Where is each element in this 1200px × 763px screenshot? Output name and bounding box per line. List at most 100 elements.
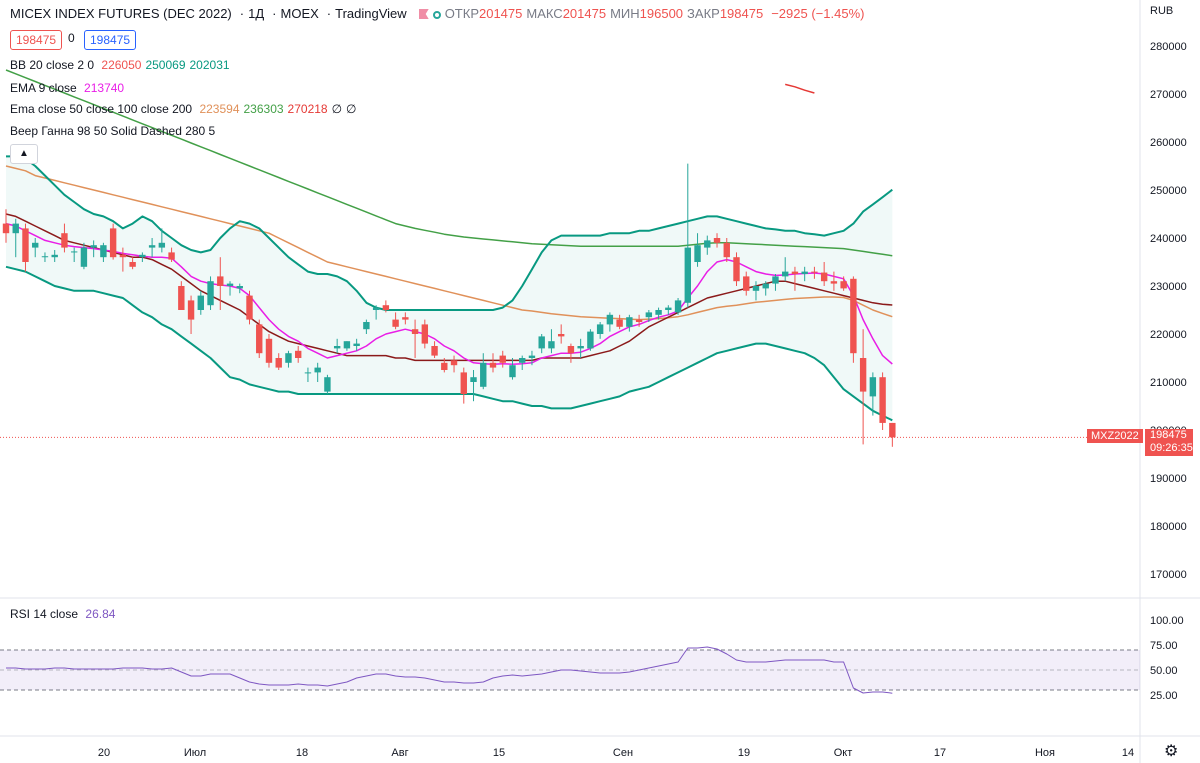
candle-body (645, 312, 653, 318)
indicator-lines (5, 69, 893, 694)
candle-body (616, 319, 623, 327)
bb-label[interactable]: BB 20 close 2 0 (10, 58, 95, 72)
ema9-value: 213740 (84, 81, 125, 95)
price-tick-label: 240000 (1150, 233, 1187, 245)
current-price-tag: 198475 09:26:35 (1145, 429, 1193, 456)
candle-body (791, 271, 799, 274)
candle-body (587, 331, 594, 349)
symbol-price-tag: MXZ2022 (1087, 429, 1143, 443)
rsi-legend[interactable]: RSI 14 close 26.84 (10, 606, 119, 622)
ema-empty-value-2: ∅ (346, 102, 357, 116)
interval[interactable]: 1Д (248, 6, 265, 21)
bb-basis-value: 226050 (101, 58, 142, 72)
candle-body (275, 358, 282, 368)
rsi-tick-label: 50.00 (1150, 665, 1178, 677)
rsi-axis[interactable]: 100.00 75.00 50.00 25.00 (1150, 615, 1184, 702)
ema-multi-label[interactable]: Ema close 50 close 100 close 200 (10, 102, 193, 116)
bollinger-band-fill (6, 156, 893, 421)
candle-body (217, 276, 224, 286)
bb-legend[interactable]: BB 20 close 2 0 226050 250069 202031 (10, 57, 234, 73)
candle-body (197, 295, 204, 310)
bid-button[interactable]: 198475 (10, 30, 63, 50)
candle-body (752, 286, 760, 291)
current-price-value: 198475 (1150, 429, 1187, 441)
rsi-tick-label: 100.00 (1150, 615, 1184, 627)
candle-body (538, 336, 545, 349)
gann-label[interactable]: Веер Ганна 98 50 Solid Dashed 280 5 (10, 124, 216, 138)
bb-upper-line (6, 155, 893, 311)
candle-body (148, 245, 156, 248)
candle-body (557, 334, 565, 337)
candle-body (90, 245, 97, 248)
ema9-line (5, 222, 893, 365)
candle-body (772, 276, 779, 284)
ema50-line (5, 165, 893, 321)
time-tick-label: 14 (1122, 747, 1134, 759)
high-label: МАКС (526, 6, 563, 21)
low-label: МИН (610, 6, 640, 21)
candle-body (32, 242, 39, 248)
symbol-name[interactable]: MICEX INDEX FUTURES (DEC 2022) (10, 6, 232, 21)
ema-multi-legend[interactable]: Ema close 50 close 100 close 200 223594 2… (10, 101, 361, 117)
candle-body (382, 305, 390, 310)
candle-body (246, 295, 253, 320)
candle-body (674, 300, 682, 313)
candle-body (840, 281, 847, 289)
price-tick-label: 220000 (1150, 329, 1187, 341)
candle-body (158, 242, 166, 248)
ask-button[interactable]: 198475 (84, 30, 137, 50)
bb-lower-value: 202031 (189, 58, 230, 72)
time-tick-label: Окт (834, 747, 853, 759)
candle-body (41, 256, 49, 258)
rsi-label[interactable]: RSI 14 close (10, 607, 79, 621)
candle-body (207, 281, 214, 306)
candle-body (450, 360, 458, 366)
candle-body (733, 257, 740, 282)
candle-body (567, 346, 575, 354)
price-tick-label: 270000 (1150, 89, 1187, 101)
bar-countdown: 09:26:35 (1150, 442, 1193, 454)
candle-body (489, 362, 497, 368)
change-value: −2925 (−1.45%) (771, 6, 865, 21)
ema100-value: 236303 (243, 102, 284, 116)
close-value: 198475 (719, 6, 764, 21)
candle-body (859, 358, 867, 392)
time-tick-label: Авг (391, 747, 408, 759)
open-value: 201475 (478, 6, 523, 21)
collapse-legend-button[interactable]: ▲ (10, 144, 38, 164)
price-tick-label: 210000 (1150, 377, 1187, 389)
time-tick-label: Июл (184, 747, 206, 759)
time-tick-label: 20 (98, 747, 110, 759)
ema200-line (785, 83, 815, 94)
candle-body (236, 286, 243, 289)
candle-body (626, 317, 633, 327)
candle-body (139, 254, 146, 258)
price-axis[interactable]: 280000 270000 260000 250000 240000 230000 2200… (1150, 41, 1187, 581)
candle-body (226, 283, 234, 286)
candle-body (743, 276, 750, 291)
candle-body (168, 252, 175, 260)
candle-body (723, 242, 730, 258)
gear-icon[interactable]: ⚙ (1164, 743, 1179, 760)
candle-body (2, 223, 10, 234)
candle-body (480, 362, 487, 387)
ema50-value: 223594 (199, 102, 240, 116)
flag-icon[interactable] (418, 9, 429, 19)
time-axis[interactable]: 20 Июл 18 Авг 15 Сен 19 Окт 17 Ноя 14 (98, 747, 1134, 759)
candle-body (811, 271, 818, 273)
candle-body (12, 223, 19, 234)
gann-legend[interactable]: Веер Ганна 98 50 Solid Dashed 280 5 (10, 123, 219, 139)
price-tick-label: 170000 (1150, 569, 1187, 581)
candles[interactable] (2, 163, 896, 447)
chevron-up-icon: ▲ (19, 148, 29, 159)
ema9-legend[interactable]: EMA 9 close 213740 (10, 80, 128, 96)
currency-label[interactable]: RUB (1150, 5, 1174, 17)
time-tick-label: 15 (493, 747, 505, 759)
candle-body (333, 346, 341, 349)
price-tick-label: 230000 (1150, 281, 1187, 293)
candle-body (762, 283, 769, 289)
ema9-label[interactable]: EMA 9 close (10, 81, 77, 95)
candle-body (109, 228, 117, 258)
symbol-legend[interactable]: MICEX INDEX FUTURES (DEC 2022) · 1Д · MOEX · T… (10, 6, 865, 21)
